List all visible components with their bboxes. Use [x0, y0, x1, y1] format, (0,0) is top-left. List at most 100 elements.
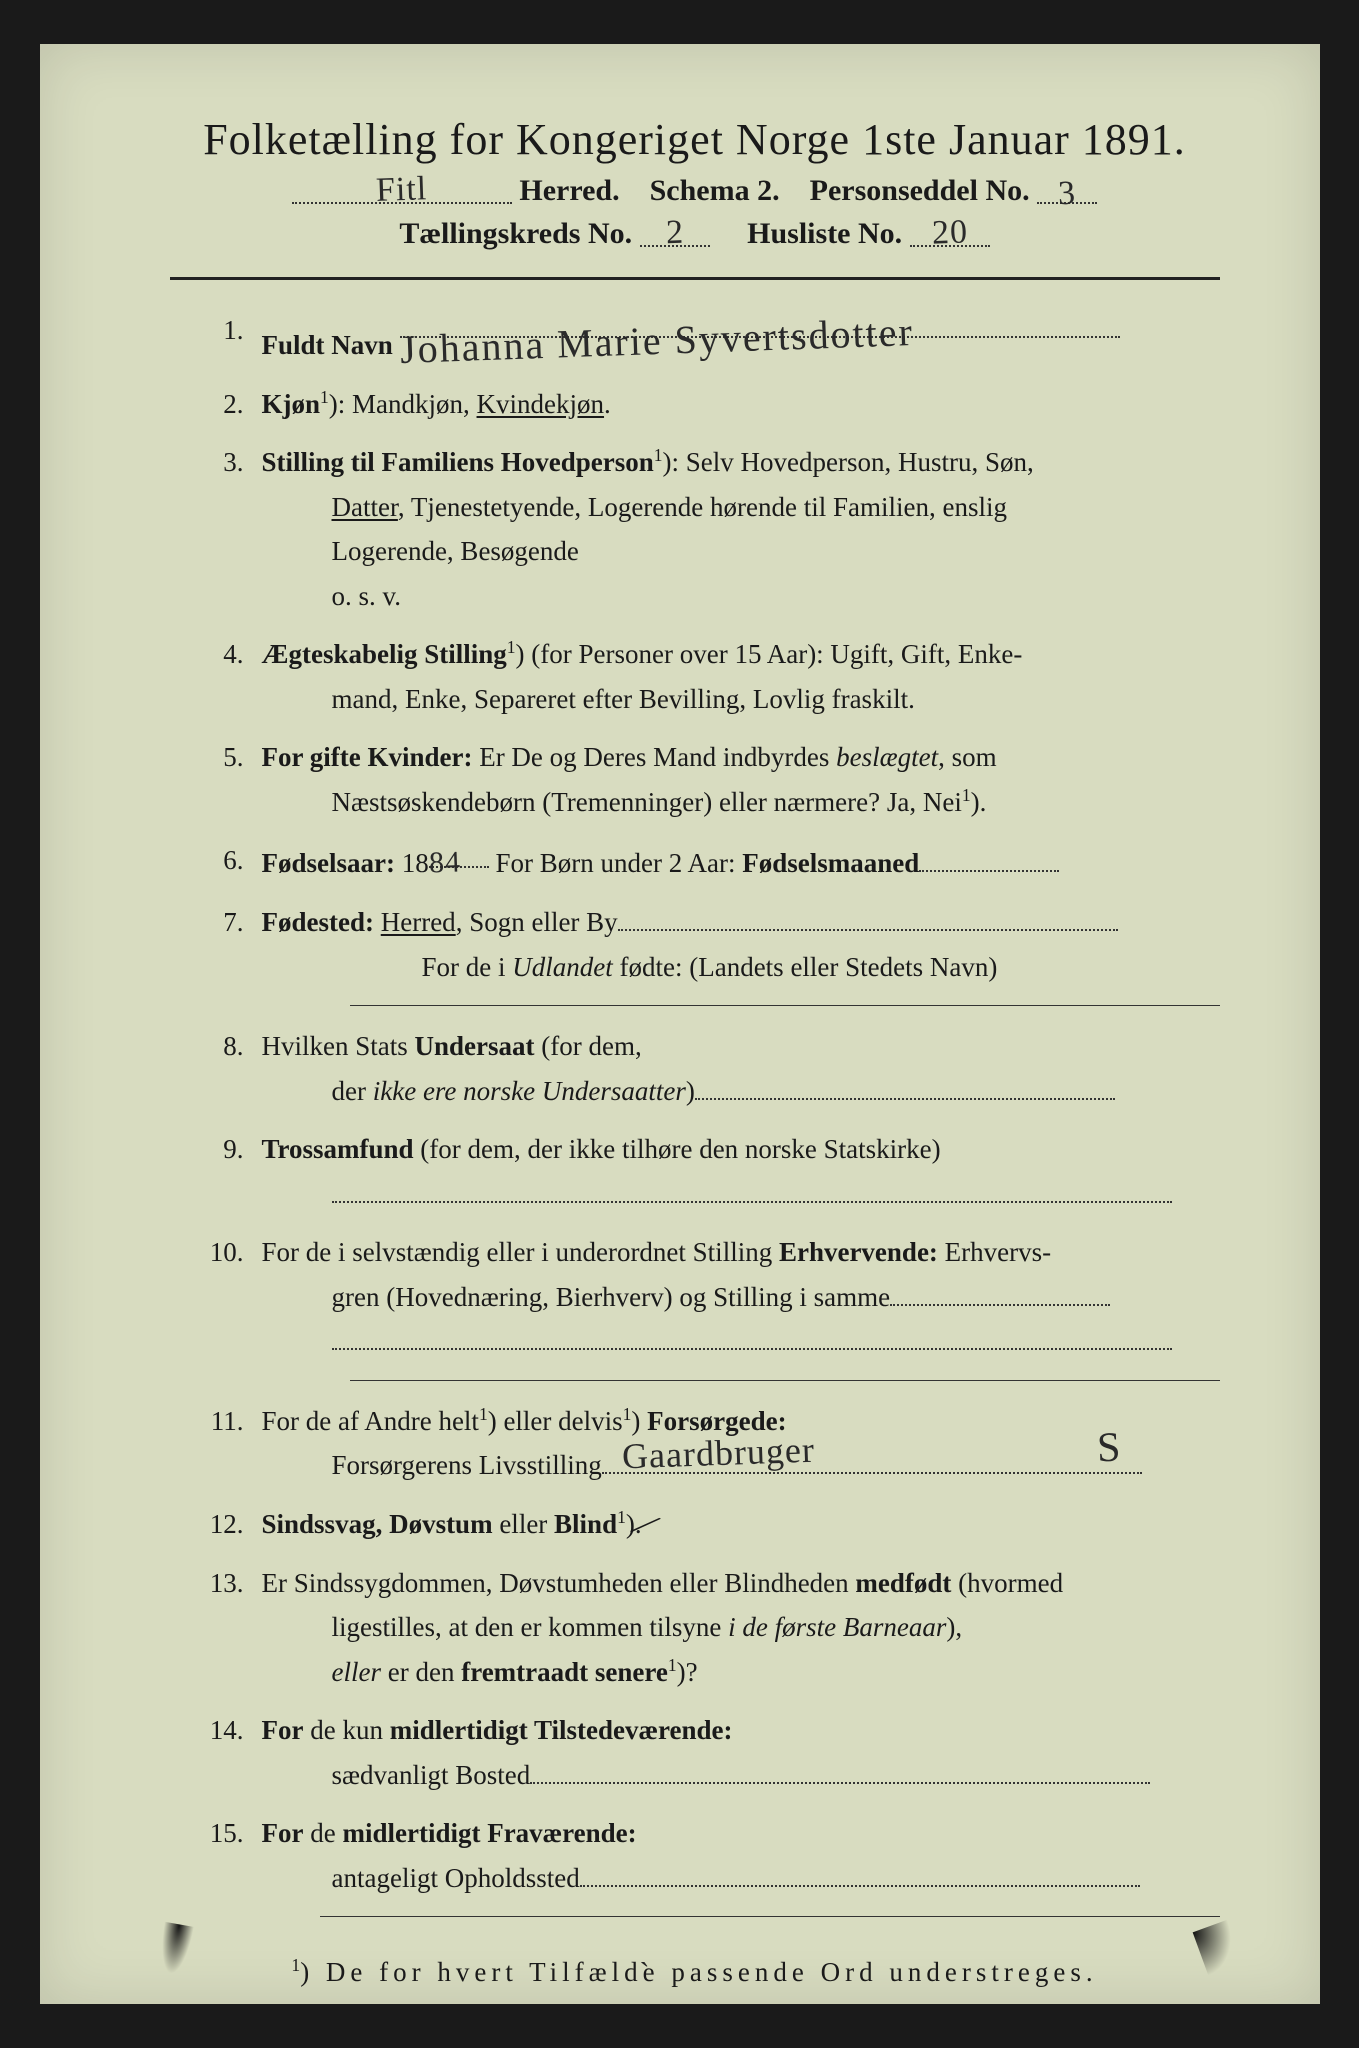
- text: (for dem,: [535, 1031, 642, 1061]
- item-6-label: Fødselsaar:: [262, 848, 395, 878]
- text: ) eller delvis: [488, 1406, 623, 1436]
- forsorger-hw2: S: [1096, 1413, 1123, 1483]
- text: (for dem, der ikke tilhøre den norske St…: [414, 1134, 941, 1164]
- item-num: 4.: [200, 632, 262, 721]
- text: fremtraadt senere: [461, 1657, 668, 1687]
- text: , Sogn eller By: [456, 907, 618, 937]
- dotfill: [332, 1180, 1172, 1203]
- item-num: 13.: [200, 1561, 262, 1695]
- page-title: Folketælling for Kongeriget Norge 1ste J…: [170, 114, 1220, 165]
- item-7: 7. Fødested: Herred, Sogn eller By For d…: [200, 900, 1220, 989]
- item-9: 9. Trossamfund (for dem, der ikke tilhør…: [200, 1127, 1220, 1216]
- item-1: 1. Fuldt Navn Johanna Marie Syvertsdotte…: [200, 308, 1220, 368]
- text: medfødt: [855, 1568, 951, 1598]
- tk-handwritten: 2: [665, 214, 684, 253]
- text: Hvilken Stats: [262, 1031, 415, 1061]
- sup: 1: [507, 637, 516, 657]
- text: midlertidigt Tilstedeværende:: [390, 1715, 733, 1745]
- item-num: 15.: [200, 1811, 262, 1900]
- item-num: 7.: [200, 900, 262, 989]
- item-num: 5.: [200, 735, 262, 824]
- datter: Datter: [332, 492, 398, 522]
- text: For de i: [422, 952, 513, 982]
- text: ): [686, 1076, 695, 1106]
- bottom-divider: [320, 1916, 1220, 1917]
- text: de kun: [303, 1715, 389, 1745]
- header-line-3: Tællingskreds No. 2 Husliste No. 20: [170, 214, 1220, 251]
- sup: 1: [479, 1404, 488, 1424]
- text: For Børn under 2 Aar:: [489, 848, 742, 878]
- sup: 1: [617, 1507, 626, 1527]
- dotfill: [919, 850, 1059, 873]
- top-divider: [170, 277, 1220, 280]
- dotfill: [695, 1077, 1115, 1100]
- text: Udlandet: [512, 952, 613, 982]
- small-mark: ˏ: [640, 1934, 650, 1968]
- text: ligestilles, at den er kommen tilsyne: [332, 1612, 729, 1642]
- text: Erhvervende:: [779, 1237, 938, 1267]
- text: Forsørgerens Livsstilling: [332, 1450, 602, 1480]
- item-num: 12.: [200, 1502, 262, 1547]
- item-num: 1.: [200, 308, 262, 368]
- text: eller: [493, 1509, 554, 1539]
- item-2: 2. Kjøn1): Mandkjøn, Kvindekjøn.: [200, 382, 1220, 427]
- kvindekjon: Kvindekjøn: [477, 389, 605, 419]
- form-items: 1. Fuldt Navn Johanna Marie Syvertsdotte…: [170, 308, 1220, 1900]
- item-8: 8. Hvilken Stats Undersaat (for dem, der…: [200, 1024, 1220, 1113]
- herred-handwritten: Fitl: [376, 170, 429, 210]
- text: Er Sindssygdommen, Døvstumheden eller Bl…: [262, 1568, 856, 1598]
- text: ikke ere norske Undersaatter: [373, 1076, 686, 1106]
- footnote-sup: 1: [291, 1955, 300, 1975]
- item-4: 4. Ægteskabelig Stilling1) (for Personer…: [200, 632, 1220, 721]
- herred-label: Herred.: [519, 174, 619, 207]
- text: For de af Andre helt: [262, 1406, 479, 1436]
- text: fødte: (Landets eller Stedets Navn): [613, 952, 998, 982]
- text: sædvanligt Bosted: [332, 1760, 531, 1790]
- personseddel-handwritten: 3: [1057, 175, 1076, 214]
- text: ).: [971, 787, 987, 817]
- sup: 1: [654, 445, 663, 465]
- item-num: 11.: [200, 1399, 262, 1488]
- item-12: 12. Sindssvag, Døvstum eller Blind1). ⁄: [200, 1502, 1220, 1547]
- herred-u: Herred: [381, 907, 456, 937]
- item-12-label2: Blind: [554, 1509, 617, 1539]
- item-4-label: Ægteskabelig Stilling: [262, 639, 507, 669]
- item-14-label: For: [262, 1715, 304, 1745]
- item-num: 10.: [200, 1230, 262, 1364]
- year-hw: 84: [428, 838, 462, 889]
- tk-label: Tællingskreds No.: [399, 217, 632, 250]
- text: ): Selv Hovedperson, Hustru, Søn,: [663, 447, 1034, 477]
- text: der: [332, 1076, 373, 1106]
- item-12-label: Sindssvag, Døvstum: [262, 1509, 493, 1539]
- item-2-label: Kjøn: [262, 389, 321, 419]
- text: beslægtet: [836, 742, 938, 772]
- item-num: 8.: [200, 1024, 262, 1113]
- text: de: [303, 1818, 342, 1848]
- text: mand, Enke, Separeret efter Bevilling, L…: [262, 677, 1220, 722]
- text: .: [604, 389, 611, 419]
- item-6-label2: Fødselsmaaned: [742, 848, 919, 878]
- text: Undersaat: [415, 1031, 535, 1061]
- header-line-2: Fitl Herred. Schema 2. Personseddel No. …: [170, 171, 1220, 208]
- text: o. s. v.: [262, 574, 1220, 619]
- mid-divider-2: [350, 1380, 1220, 1381]
- text: er den: [381, 1657, 461, 1687]
- footnote-text: ) De for hvert Tilfælde passende Ord und…: [300, 1957, 1097, 1987]
- name-handwritten: Johanna Marie Syvertsdotter: [399, 299, 915, 383]
- item-9-label: Trossamfund: [262, 1134, 414, 1164]
- dotfill: [618, 908, 1118, 931]
- item-3: 3. Stilling til Familiens Hovedperson1):…: [200, 440, 1220, 618]
- forsorger-hw: Gaardbruger: [621, 1420, 816, 1486]
- text: Logerende, Besøgende: [262, 529, 1220, 574]
- item-num: 2.: [200, 382, 262, 427]
- item-15-label: For: [262, 1818, 304, 1848]
- item-7-label: Fødested:: [262, 907, 374, 937]
- item-1-label: Fuldt Navn: [262, 330, 393, 360]
- dotfill: [890, 1283, 1110, 1306]
- mid-divider: [350, 1005, 1220, 1006]
- item-6: 6. Fødselsaar: 1884 For Børn under 2 Aar…: [200, 838, 1220, 886]
- item-13: 13. Er Sindssygdommen, Døvstumheden elle…: [200, 1561, 1220, 1695]
- dotfill: [580, 1864, 1140, 1887]
- schema-label: Schema 2.: [650, 174, 780, 207]
- item-14: 14. For de kun midlertidigt Tilstedevære…: [200, 1708, 1220, 1797]
